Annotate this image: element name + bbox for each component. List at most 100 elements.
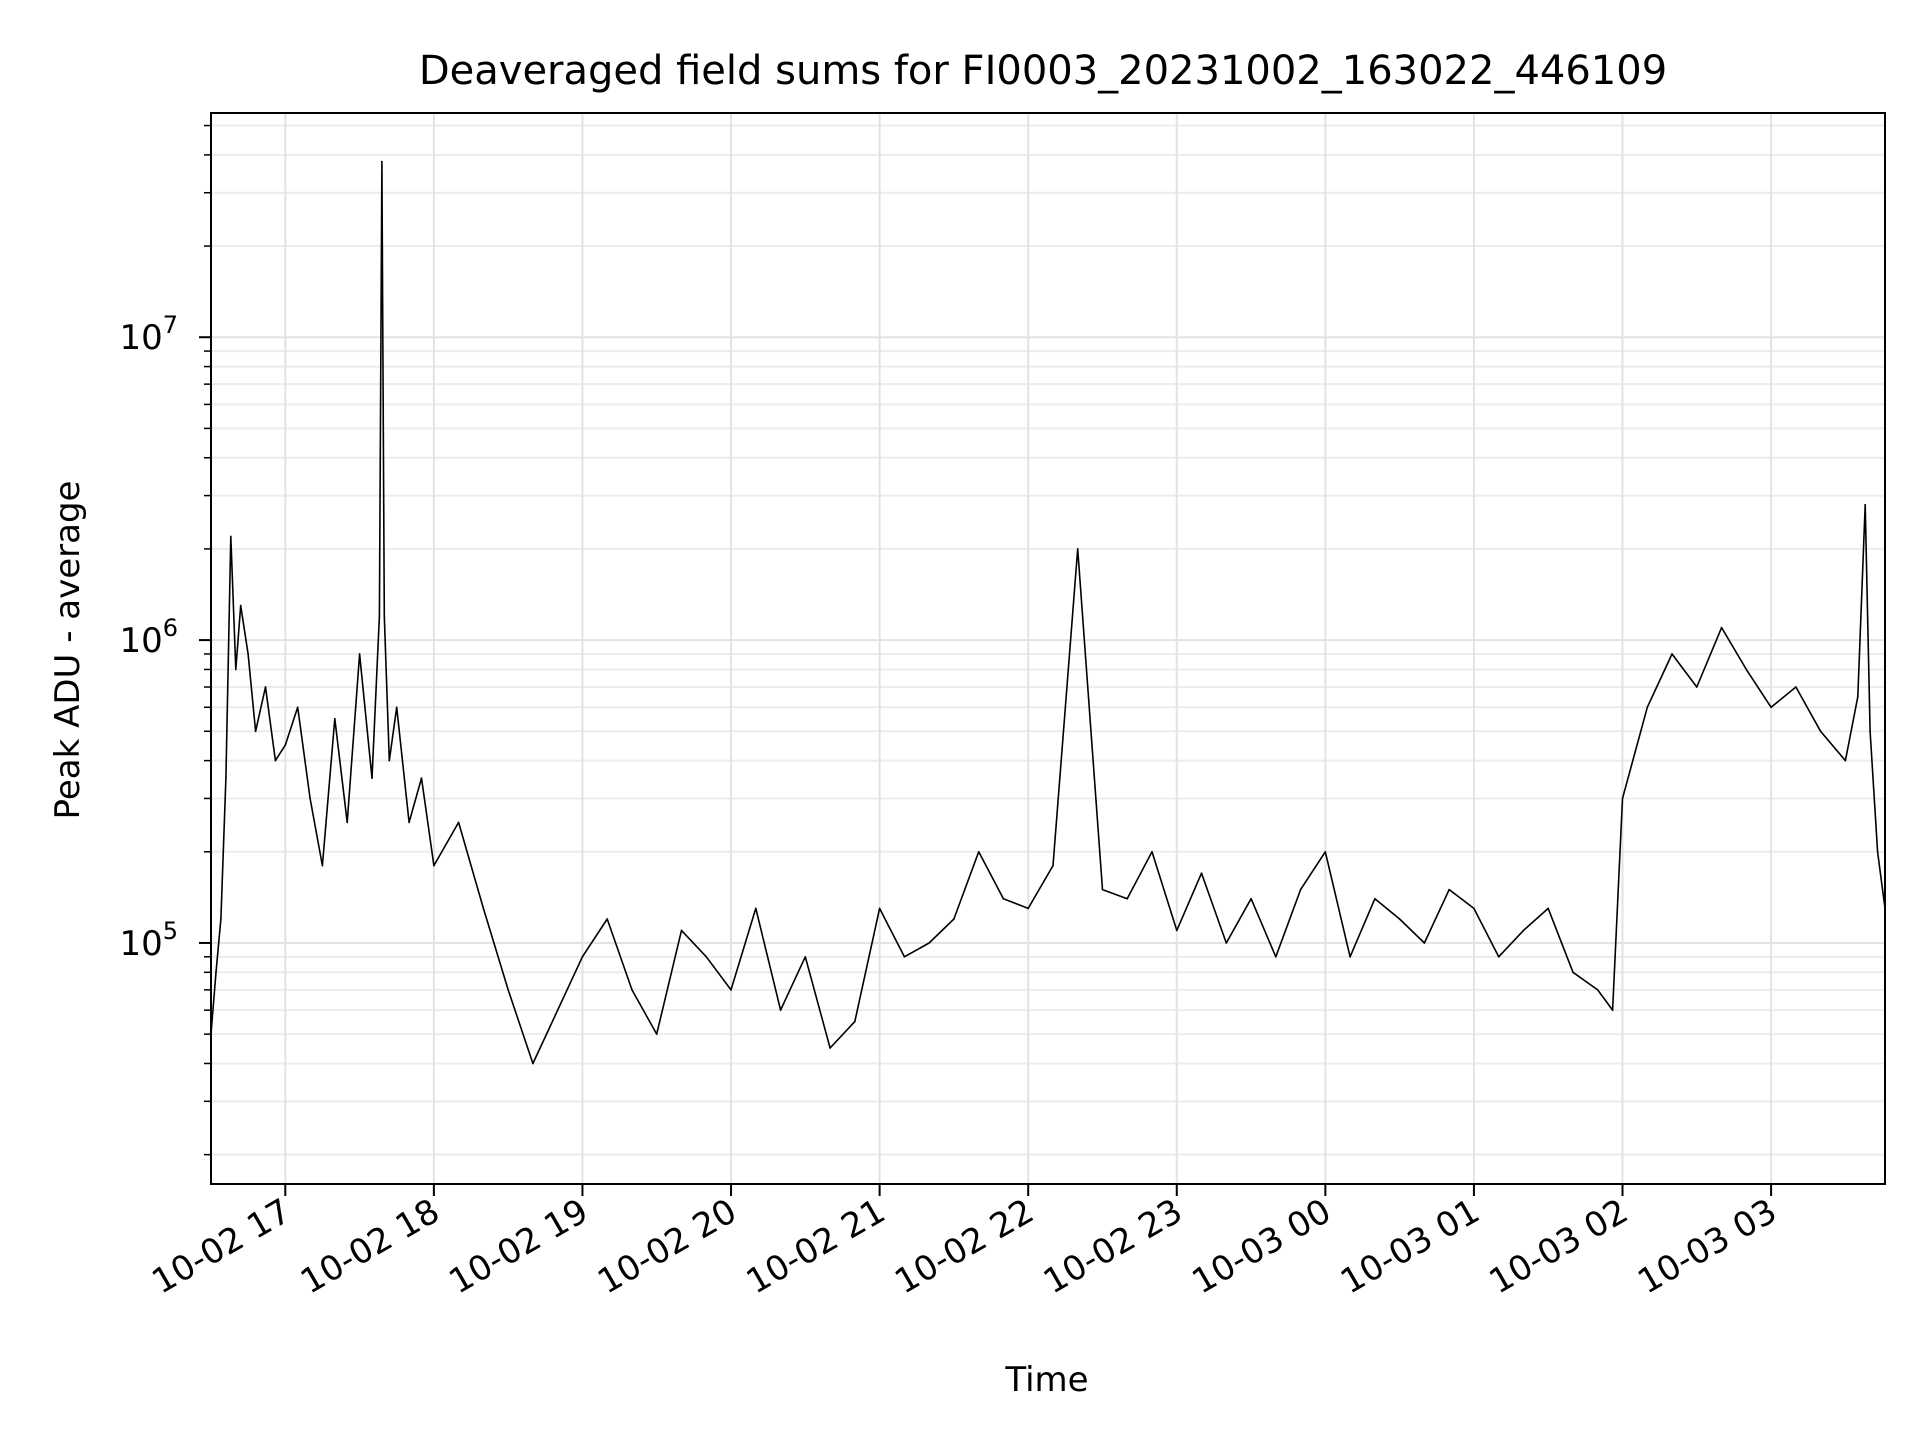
data-point	[274, 759, 277, 762]
data-point	[1522, 929, 1525, 932]
y-tick-exponent: 7	[163, 311, 178, 339]
data-point	[1349, 956, 1351, 958]
data-point	[1101, 888, 1104, 891]
data-point	[1473, 907, 1475, 910]
data-point	[1611, 1009, 1614, 1011]
data-point	[1299, 888, 1302, 891]
data-point	[1324, 850, 1327, 853]
x-axis-label: Time	[1004, 1360, 1088, 1400]
data-point	[1374, 897, 1376, 900]
data-point	[1770, 706, 1772, 709]
y-tick-base: 10	[119, 621, 162, 661]
data-point	[254, 730, 257, 733]
data-point	[1547, 907, 1550, 910]
data-point	[606, 918, 609, 920]
data-point	[1448, 888, 1450, 891]
data-point	[296, 706, 299, 709]
y-tick-label: 107	[119, 311, 178, 358]
y-tick-base: 10	[119, 318, 162, 358]
data-point	[230, 535, 232, 538]
plot-area	[210, 160, 1886, 1065]
data-point	[383, 615, 386, 617]
data-point	[1745, 668, 1748, 671]
data-point	[264, 686, 267, 688]
data-point	[730, 989, 732, 991]
data-point	[1671, 653, 1673, 655]
grid	[211, 113, 1885, 1184]
axes-frame	[210, 112, 1886, 1185]
data-point	[1027, 907, 1029, 910]
data-point	[754, 907, 757, 910]
data-point	[1844, 759, 1847, 762]
data-point	[433, 864, 435, 867]
data-point	[1876, 850, 1879, 853]
data-point	[928, 942, 930, 944]
data-point	[420, 777, 423, 779]
data-point	[346, 821, 348, 824]
data-point	[334, 717, 336, 720]
data-point	[631, 989, 633, 991]
data-point	[1126, 897, 1129, 900]
data-point	[247, 653, 249, 655]
data-point	[878, 907, 881, 910]
data-point	[1225, 942, 1228, 944]
data-point	[1423, 942, 1426, 944]
data-point	[1002, 897, 1005, 900]
data-point	[220, 918, 222, 920]
data-point	[581, 956, 584, 958]
data-point	[1621, 797, 1624, 800]
series-line	[210, 160, 1886, 1065]
data-point	[1720, 626, 1723, 629]
data-point	[378, 615, 381, 617]
data-point	[829, 1047, 831, 1049]
data-point	[215, 971, 217, 974]
data-point	[1200, 872, 1203, 874]
data-point	[284, 744, 287, 746]
data-point	[1819, 730, 1822, 733]
data-point	[804, 956, 807, 958]
data-point	[507, 989, 509, 991]
data-point	[556, 1009, 559, 1011]
data-point	[1795, 686, 1797, 688]
data-point	[655, 1033, 658, 1035]
data-point	[1151, 850, 1153, 853]
data-point	[1175, 929, 1178, 932]
data-point	[680, 929, 683, 932]
data-point	[1275, 956, 1277, 958]
y-tick-base: 10	[119, 924, 162, 964]
data-point	[977, 850, 980, 853]
data-point	[1596, 989, 1599, 991]
data-point	[532, 1062, 534, 1065]
data-point	[1856, 695, 1859, 698]
data-point	[1572, 971, 1574, 974]
data-point	[779, 1009, 782, 1011]
chart-title: Deaveraged field sums for FI0003_2023100…	[419, 48, 1667, 94]
data-point	[1864, 503, 1866, 506]
data-point	[1695, 686, 1698, 688]
data-point	[1076, 548, 1079, 550]
data-point	[408, 821, 410, 824]
y-tick-label: 105	[119, 917, 178, 964]
y-tick-label: 106	[119, 614, 178, 661]
data-point	[239, 604, 242, 607]
data-point	[953, 918, 955, 920]
y-tick-exponent: 5	[163, 917, 178, 945]
data-point	[457, 821, 460, 824]
data-point	[854, 1020, 856, 1023]
data-point	[309, 797, 311, 800]
data-point	[1052, 864, 1054, 867]
data-point	[1398, 918, 1401, 920]
data-point	[358, 653, 361, 655]
data-point	[381, 160, 383, 163]
data-point	[321, 864, 324, 867]
data-point	[903, 956, 906, 958]
y-tick-exponent: 6	[163, 614, 178, 642]
data-point	[225, 777, 227, 779]
y-axis-label: Peak ADU - average	[48, 481, 88, 820]
data-point	[1869, 730, 1871, 733]
data-point	[371, 777, 373, 779]
data-point	[1250, 897, 1252, 900]
data-point	[705, 956, 708, 958]
